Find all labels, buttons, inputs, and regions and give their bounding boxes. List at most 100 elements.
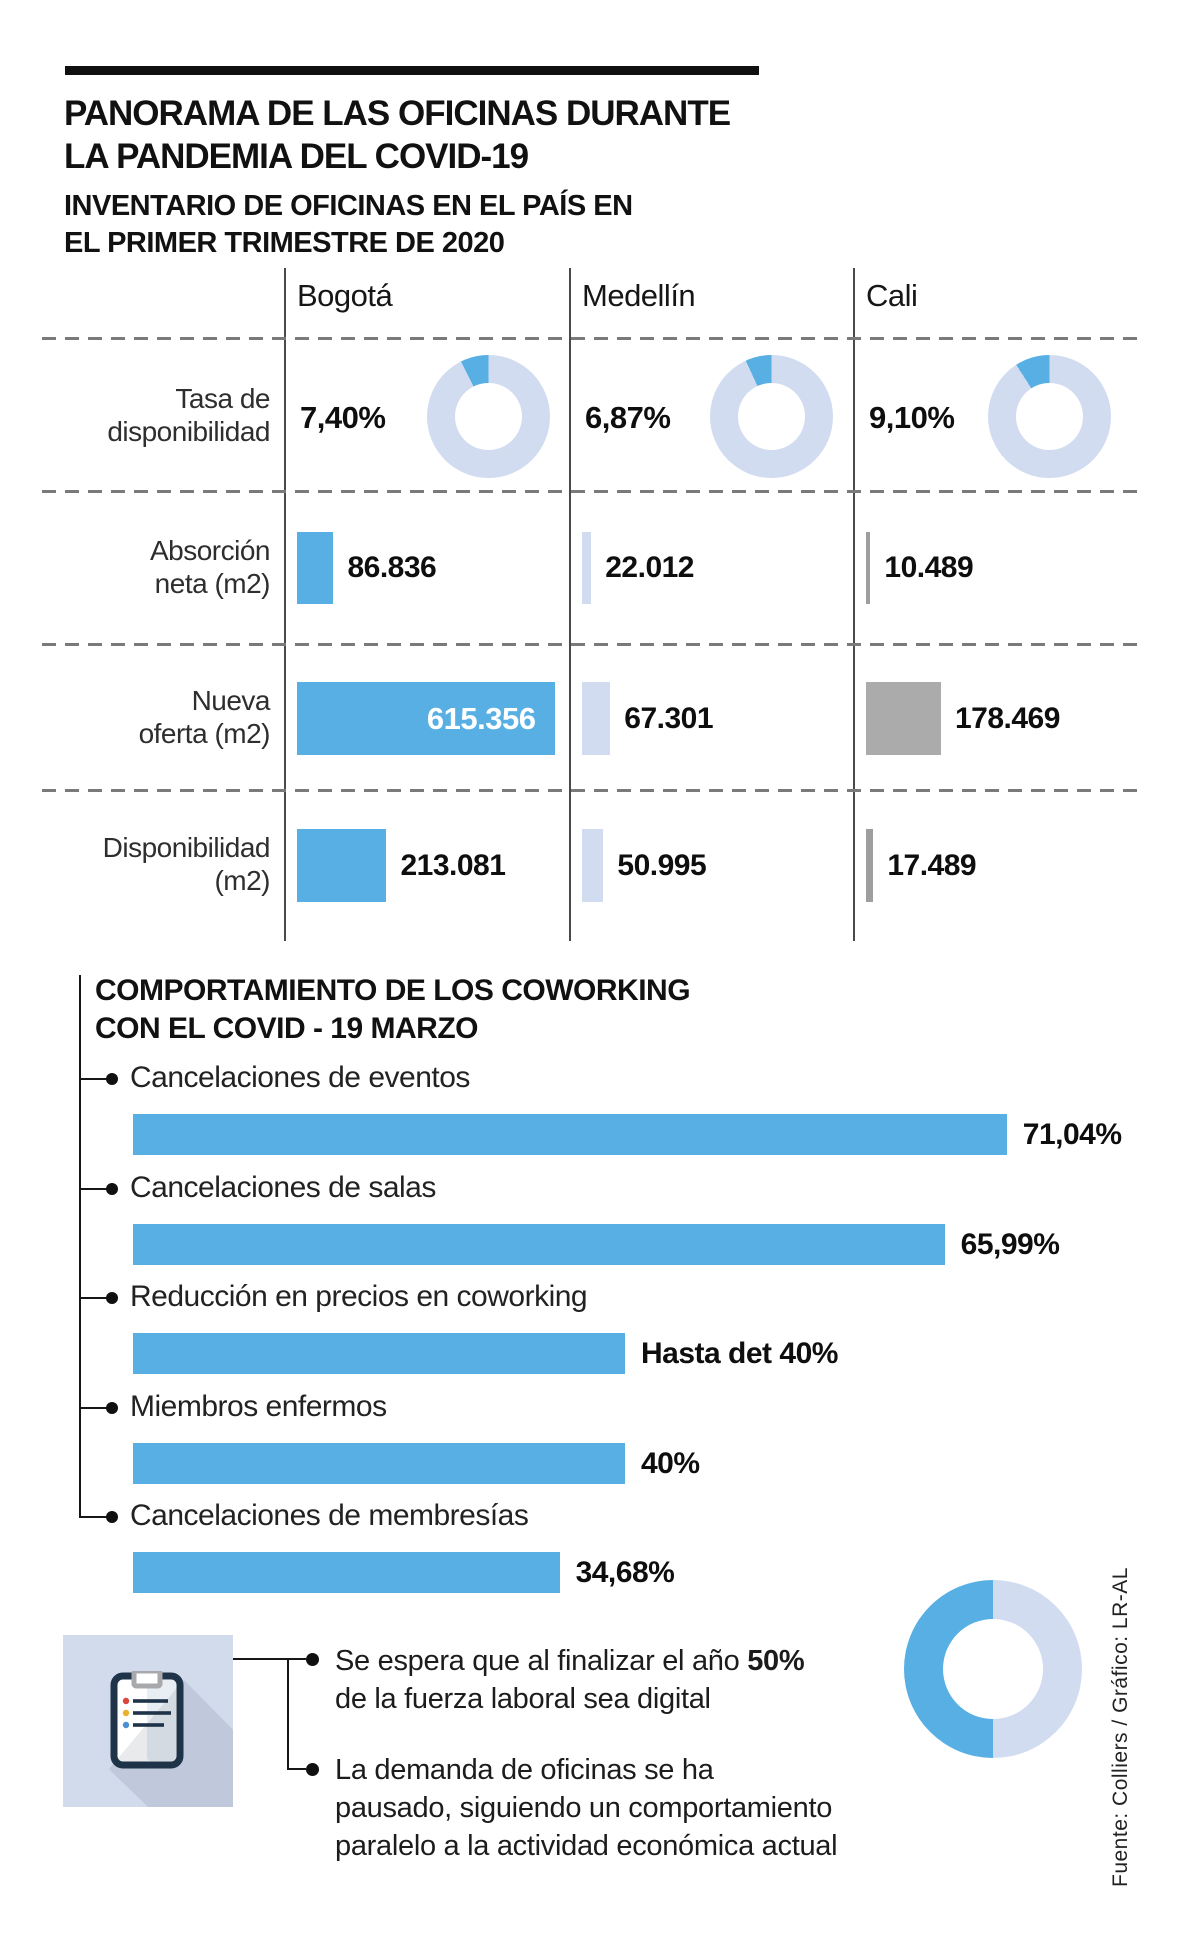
donut-hole [455,383,522,450]
coworking-bar-row: 40% [133,1443,700,1484]
donut-hole [738,383,805,450]
coworking-item-label: Cancelaciones de salas [130,1171,436,1204]
top-rule [65,66,759,75]
bar-disponibilidad-medellin [582,829,604,902]
bar-value-label: 40% [641,1446,700,1480]
bar-disponibilidad-bogota [297,829,387,902]
column-header-bogota: Bogotá [297,278,393,313]
nueva-oferta-cell-bogota: 615.356 [297,682,556,755]
note-digital-workforce: Se espera que al finalizar el año 50% de… [335,1642,805,1718]
section-subtitle: INVENTARIO DE OFICINAS EN EL PAÍS EN EL … [64,188,633,262]
bar-cancelaciones-membresias [133,1552,560,1593]
note-line: La demanda de oficinas se ha [335,1754,714,1786]
column-divider-1 [284,268,286,941]
row-label-line: Tasa de [175,383,270,414]
donut-chart-bogota [427,355,550,478]
bar-value-label: 50.995 [617,848,707,882]
connector-line [233,1658,306,1660]
row-label-line: neta (m2) [154,568,271,599]
half-donut-chart [904,1580,1082,1758]
bar-value-label: 178.469 [954,701,1060,735]
bullet-dot-icon [106,1073,118,1085]
tasa-value-cali: 9,10% [869,400,955,435]
bullet-dot-icon [106,1511,118,1523]
bar-value-label: 10.489 [884,551,974,584]
coworking-title: COMPORTAMIENTO DE LOS COWORKING CON EL C… [95,972,691,1048]
bar-absorcion-bogota [297,532,334,604]
donut-hole [943,1619,1043,1719]
row-label-line: (m2) [214,865,270,896]
donut-chart-cali [988,355,1111,478]
note-line: de la fuerza laboral sea digital [335,1683,711,1715]
coworking-bar-row: 65,99% [133,1224,1060,1265]
row-label-line: Absorción [149,535,271,566]
note-line: paralelo a la actividad económica actual [335,1830,838,1862]
donut-chart-medellin [710,355,833,478]
coworking-item-label: Cancelaciones de eventos [130,1061,470,1094]
column-divider-2 [569,268,571,941]
row-label-nueva-oferta: Nueva oferta (m2) [20,684,271,750]
note-line: Se espera que al finalizar el año 50% [335,1642,805,1680]
bar-value-label-inside: 615.356 [426,700,536,736]
bar-value-label: 67.301 [624,701,714,735]
donut-hole [1016,383,1083,450]
dashed-divider-2 [42,490,1138,493]
row-label-absorcion: Absorción neta (m2) [20,534,271,600]
subtitle-line-1: INVENTARIO DE OFICINAS EN EL PAÍS EN [64,190,633,222]
coworking-bar-row: 34,68% [133,1552,675,1593]
note-office-demand: La demanda de oficinas se ha pausado, si… [335,1751,838,1865]
dashed-divider-3 [42,643,1138,646]
row-label-line: disponibilidad [107,416,270,447]
row-label-disponibilidad: Disponibilidad (m2) [20,831,271,897]
bullet-dot-icon [106,1402,118,1414]
column-divider-3 [853,268,855,941]
bar-value-label: 17.489 [887,848,977,882]
note-line: pausado, siguiendo un comportamiento [335,1792,833,1824]
coworking-item-label: Miembros enfermos [130,1390,387,1423]
bar-reduccion-precios [133,1333,625,1374]
bar-value-label: 71,04% [1022,1117,1122,1151]
bar-absorcion-cali [866,532,871,604]
bar-value-label: 213.081 [400,848,506,882]
dashed-divider-4 [42,789,1138,792]
coworking-bar-row: 71,04% [133,1114,1122,1155]
bar-cancelaciones-salas [133,1224,945,1265]
connector-line [287,1768,306,1770]
bar-nueva-oferta-bogota: 615.356 [297,682,556,755]
bullet-tick [79,1297,108,1299]
clipboard-icon [110,1671,184,1769]
bullet-tick [79,1188,108,1190]
bullet-dot-icon [306,1763,319,1776]
disponibilidad-cell-bogota: 213.081 [297,829,506,902]
bullet-dot-icon [306,1653,319,1666]
tasa-value-medellin: 6,87% [585,400,671,435]
bullet-tick [79,1407,108,1409]
bullet-tick [79,1078,108,1080]
row-label-tasa: Tasa de disponibilidad [20,382,270,448]
bar-absorcion-medellin [582,532,592,604]
nueva-oferta-cell-cali: 178.469 [866,682,1060,755]
bar-nueva-oferta-medellin [582,682,611,755]
disponibilidad-cell-medellin: 50.995 [582,829,707,902]
source-credit: Fuente: Colliers / Gráfico: LR-AL [1109,1567,1132,1887]
bar-value-label: Hasta det 40% [641,1336,838,1370]
coworking-item-label: Reducción en precios en coworking [130,1280,588,1313]
absorcion-cell-bogota: 86.836 [297,532,437,604]
note-text-regular: Se espera que al finalizar el año [335,1645,748,1677]
bar-cancelaciones-eventos [133,1114,1007,1155]
row-label-line: Disponibilidad [102,832,271,863]
bar-value-label: 22.012 [605,551,694,584]
bar-disponibilidad-cali [866,829,874,902]
coworking-item-label: Cancelaciones de membresías [130,1499,529,1532]
disponibilidad-cell-cali: 17.489 [866,829,977,902]
row-label-line: Nueva [191,685,271,716]
subtitle-line-2: EL PRIMER TRIMESTRE DE 2020 [64,227,505,259]
nueva-oferta-cell-medellin: 67.301 [582,682,714,755]
absorcion-cell-medellin: 22.012 [582,532,694,604]
bar-value-label: 86.836 [347,551,437,584]
bar-value-label: 34,68% [575,1555,675,1589]
coworking-bar-row: Hasta det 40% [133,1333,838,1374]
coworking-spine-line [79,975,81,1517]
title-line-2: LA PANDEMIA DEL COVID-19 [64,137,529,176]
